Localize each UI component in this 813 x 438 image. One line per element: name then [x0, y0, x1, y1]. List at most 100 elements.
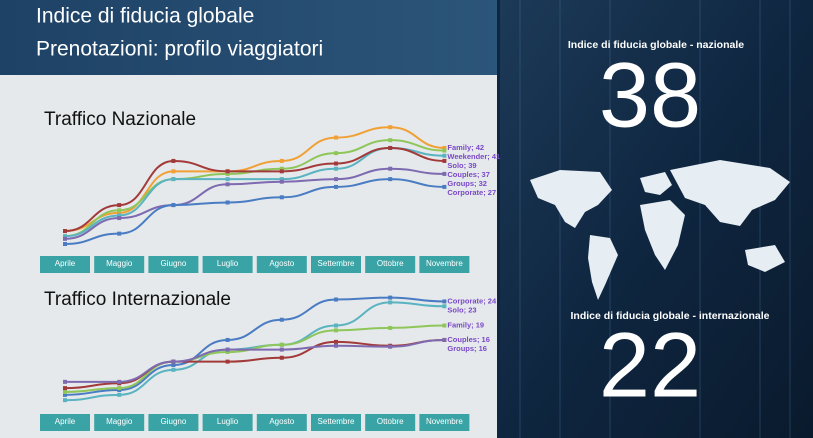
data-point — [117, 213, 122, 218]
kpi-value: 38 — [599, 44, 701, 146]
data-point — [117, 386, 122, 391]
data-point — [334, 184, 338, 189]
series-line — [64, 338, 445, 390]
data-point — [63, 386, 67, 391]
chart-title: Traffico Nazionale — [44, 109, 196, 130]
end-label: Corporate; 27 — [447, 188, 496, 197]
category-label: Aprile — [55, 417, 76, 426]
data-point — [225, 337, 230, 342]
series-line — [64, 324, 445, 393]
header-subtitle: Prenotazioni: profilo viaggiatori — [36, 38, 323, 61]
category-label: Luglio — [217, 259, 239, 268]
data-point — [279, 195, 284, 200]
data-point — [279, 166, 284, 171]
data-point — [171, 367, 176, 372]
category-button — [202, 256, 253, 273]
data-point — [279, 169, 284, 174]
data-point — [63, 389, 67, 394]
data-point — [442, 145, 447, 150]
series: Corporate — [63, 177, 447, 247]
data-point — [334, 343, 338, 348]
category-label: Giugno — [161, 259, 187, 268]
category-label: Agosto — [269, 417, 294, 426]
category-button — [148, 414, 199, 431]
data-point — [117, 210, 122, 215]
category-label: Giugno — [161, 417, 187, 426]
end-label: Groups; 16 — [447, 344, 487, 353]
data-point — [117, 208, 122, 213]
end-label: Solo; 39 — [447, 161, 476, 170]
data-point — [442, 184, 447, 189]
end-label: Family; 42 — [447, 143, 484, 152]
data-point — [225, 182, 230, 187]
category-button — [311, 414, 361, 431]
data-point — [334, 151, 338, 156]
data-point — [117, 203, 122, 208]
data-point — [225, 347, 230, 352]
category-button — [311, 256, 361, 273]
data-point — [334, 166, 338, 171]
series-line — [64, 296, 445, 396]
data-point — [442, 323, 447, 328]
end-label: Couples; 37 — [447, 170, 490, 179]
data-point — [225, 171, 230, 176]
data-point — [279, 179, 284, 184]
category-button — [419, 414, 470, 431]
category-label: Luglio — [217, 417, 239, 426]
data-point — [279, 158, 284, 163]
header-title: Indice di fiducia globale — [36, 5, 254, 28]
series-line — [64, 146, 445, 233]
end-label: Groups; 32 — [447, 179, 487, 188]
series-line — [64, 167, 445, 240]
category-label: Aprile — [55, 259, 76, 268]
series: Couples — [63, 145, 447, 234]
data-point — [63, 379, 67, 384]
category-button — [365, 256, 416, 273]
series-line — [65, 338, 445, 383]
data-point — [388, 138, 393, 143]
data-point — [225, 350, 230, 354]
category-button — [365, 414, 416, 431]
category-label: Ottobre — [377, 259, 404, 268]
data-point — [63, 234, 67, 239]
data-point — [442, 158, 447, 163]
category-button — [256, 414, 307, 431]
data-point — [279, 177, 284, 182]
data-point — [388, 325, 393, 330]
kpi-value: 22 — [599, 314, 701, 416]
data-point — [225, 200, 230, 205]
data-point — [171, 203, 176, 208]
data-point — [442, 304, 447, 309]
data-point — [63, 236, 67, 241]
category-button — [256, 256, 307, 273]
data-point — [171, 177, 176, 182]
end-label: Couples; 16 — [447, 335, 490, 344]
data-point — [388, 344, 393, 349]
data-point — [334, 161, 338, 166]
data-point — [388, 295, 393, 300]
data-point — [334, 323, 338, 328]
data-point — [225, 177, 230, 182]
category-button — [40, 414, 90, 431]
category-label: Novembre — [426, 259, 463, 268]
data-point — [63, 392, 67, 397]
category-button — [419, 256, 470, 273]
data-point — [334, 339, 338, 344]
data-point — [279, 317, 284, 322]
data-point — [63, 229, 67, 234]
data-point — [388, 125, 393, 130]
category-label: Settembre — [318, 259, 355, 268]
data-point — [63, 242, 67, 247]
data-point — [442, 337, 447, 342]
data-point — [117, 216, 122, 221]
end-label: Solo; 23 — [447, 305, 476, 314]
category-button — [202, 414, 253, 431]
data-point — [117, 392, 122, 397]
data-point — [334, 177, 338, 182]
data-point — [442, 171, 447, 176]
data-point — [171, 359, 176, 364]
category-label: Agosto — [269, 259, 294, 268]
data-point — [279, 347, 284, 352]
